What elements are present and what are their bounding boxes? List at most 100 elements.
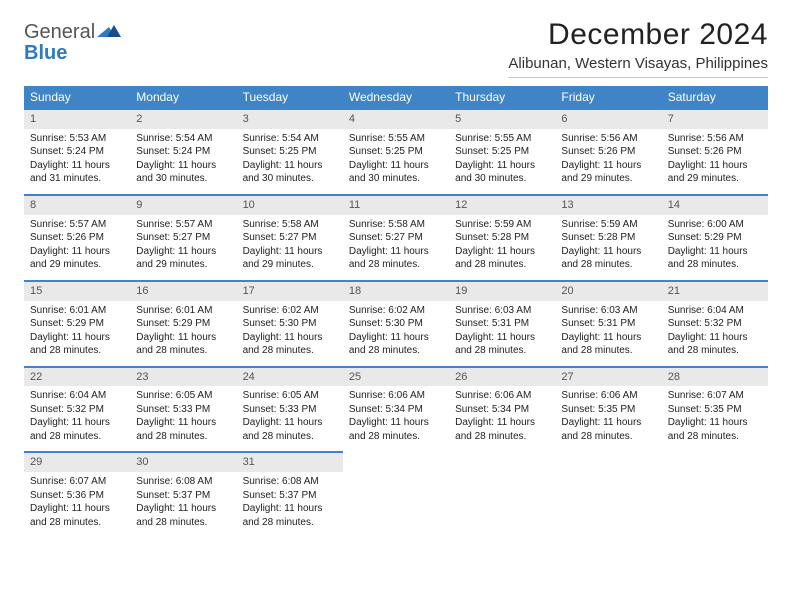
sunset-text: Sunset: 5:36 PM [30, 489, 124, 503]
sunset-text: Sunset: 5:25 PM [243, 145, 337, 159]
daylight-text-2: and 30 minutes. [136, 172, 230, 186]
calendar-cell: 3Sunrise: 5:54 AMSunset: 5:25 PMDaylight… [237, 108, 343, 194]
daylight-text-1: Daylight: 11 hours [668, 416, 762, 430]
sunrise-text: Sunrise: 6:04 AM [30, 389, 124, 403]
daylight-text-2: and 29 minutes. [136, 258, 230, 272]
daylight-text-1: Daylight: 11 hours [136, 159, 230, 173]
day-number: 5 [449, 108, 555, 129]
daylight-text-1: Daylight: 11 hours [349, 331, 443, 345]
location-text: Alibunan, Western Visayas, Philippines [508, 55, 768, 78]
weekday-header: Thursday [449, 86, 555, 108]
daylight-text-2: and 28 minutes. [668, 258, 762, 272]
sunrise-text: Sunrise: 6:08 AM [243, 475, 337, 489]
calendar-cell: 27Sunrise: 6:06 AMSunset: 5:35 PMDayligh… [555, 366, 661, 452]
calendar-cell: 13Sunrise: 5:59 AMSunset: 5:28 PMDayligh… [555, 194, 661, 280]
sunrise-text: Sunrise: 5:59 AM [455, 218, 549, 232]
calendar-cell-empty [555, 451, 661, 537]
sunrise-text: Sunrise: 6:06 AM [561, 389, 655, 403]
sunrise-text: Sunrise: 5:58 AM [349, 218, 443, 232]
calendar-week: 8Sunrise: 5:57 AMSunset: 5:26 PMDaylight… [24, 194, 768, 280]
day-number: 28 [662, 366, 768, 387]
daylight-text-1: Daylight: 11 hours [243, 416, 337, 430]
day-number: 1 [24, 108, 130, 129]
day-number: 10 [237, 194, 343, 215]
sunset-text: Sunset: 5:32 PM [668, 317, 762, 331]
weekday-header: Wednesday [343, 86, 449, 108]
day-number: 20 [555, 280, 661, 301]
sunrise-text: Sunrise: 5:56 AM [561, 132, 655, 146]
calendar-page: General Blue December 2024 Alibunan, Wes… [0, 0, 792, 549]
daylight-text-2: and 28 minutes. [30, 516, 124, 530]
calendar-cell: 18Sunrise: 6:02 AMSunset: 5:30 PMDayligh… [343, 280, 449, 366]
sunrise-text: Sunrise: 6:05 AM [243, 389, 337, 403]
day-number: 23 [130, 366, 236, 387]
calendar-cell: 14Sunrise: 6:00 AMSunset: 5:29 PMDayligh… [662, 194, 768, 280]
calendar-cell: 22Sunrise: 6:04 AMSunset: 5:32 PMDayligh… [24, 366, 130, 452]
weeks-container: 1Sunrise: 5:53 AMSunset: 5:24 PMDaylight… [24, 108, 768, 537]
day-number: 22 [24, 366, 130, 387]
sunrise-text: Sunrise: 5:58 AM [243, 218, 337, 232]
day-number: 2 [130, 108, 236, 129]
sunrise-text: Sunrise: 5:53 AM [30, 132, 124, 146]
daylight-text-1: Daylight: 11 hours [136, 416, 230, 430]
calendar-cell: 24Sunrise: 6:05 AMSunset: 5:33 PMDayligh… [237, 366, 343, 452]
day-number: 18 [343, 280, 449, 301]
calendar-week: 15Sunrise: 6:01 AMSunset: 5:29 PMDayligh… [24, 280, 768, 366]
sunset-text: Sunset: 5:37 PM [243, 489, 337, 503]
day-number: 17 [237, 280, 343, 301]
day-number: 31 [237, 451, 343, 472]
calendar-cell-empty [449, 451, 555, 537]
calendar-cell: 17Sunrise: 6:02 AMSunset: 5:30 PMDayligh… [237, 280, 343, 366]
daylight-text-1: Daylight: 11 hours [561, 245, 655, 259]
calendar-cell: 1 Sunrise: 5:53 AMSunset: 5:24 PMDaylight… [24, 108, 130, 194]
calendar-cell: 31Sunrise: 6:08 AMSunset: 5:37 PMDayligh… [237, 451, 343, 537]
daylight-text-1: Daylight: 11 hours [668, 331, 762, 345]
day-number: 14 [662, 194, 768, 215]
daylight-text-1: Daylight: 11 hours [455, 416, 549, 430]
daylight-text-1: Daylight: 11 hours [561, 331, 655, 345]
calendar-cell: 7Sunrise: 5:56 AMSunset: 5:26 PMDaylight… [662, 108, 768, 194]
daylight-text-2: and 30 minutes. [349, 172, 443, 186]
day-number: 6 [555, 108, 661, 129]
daylight-text-2: and 28 minutes. [136, 430, 230, 444]
logo: General Blue [24, 18, 121, 64]
calendar-week: 22 Sunrise: 6:04 AMSunset: 5:32 PM Dayligh… [24, 366, 768, 452]
weekday-header: Tuesday [237, 86, 343, 108]
calendar-cell: 19Sunrise: 6:03 AMSunset: 5:31 PMDayligh… [449, 280, 555, 366]
daylight-text-2: and 28 minutes. [668, 430, 762, 444]
sunset-text: Sunset: 5:28 PM [455, 231, 549, 245]
day-number: 29 [24, 451, 130, 472]
sunrise-text: Sunrise: 6:04 AM [668, 304, 762, 318]
day-number: 19 [449, 280, 555, 301]
calendar-cell: 25Sunrise: 6:06 AMSunset: 5:34 PMDayligh… [343, 366, 449, 452]
calendar-cell-empty [343, 451, 449, 537]
daylight-text-1: Daylight: 11 hours [30, 159, 124, 173]
logo-word-1: General [24, 21, 95, 43]
daylight-text-2: and 28 minutes. [455, 258, 549, 272]
sunrise-text: Sunrise: 6:02 AM [243, 304, 337, 318]
daylight-text-2: and 29 minutes. [561, 172, 655, 186]
calendar-cell: 9Sunrise: 5:57 AMSunset: 5:27 PMDaylight… [130, 194, 236, 280]
daylight-text-2: and 29 minutes. [243, 258, 337, 272]
sunrise-text: Sunrise: 6:03 AM [455, 304, 549, 318]
daylight-text-1: Daylight: 11 hours [136, 502, 230, 516]
sunset-text: Sunset: 5:24 PM [30, 145, 124, 159]
calendar-grid: Sunday Monday Tuesday Wednesday Thursday… [24, 86, 768, 537]
day-number: 27 [555, 366, 661, 387]
daylight-text-2: and 28 minutes. [668, 344, 762, 358]
calendar-cell: 26Sunrise: 6:06 AMSunset: 5:34 PMDayligh… [449, 366, 555, 452]
logo-mark-icon [97, 23, 121, 39]
sunset-text: Sunset: 5:30 PM [243, 317, 337, 331]
sunset-text: Sunset: 5:29 PM [30, 317, 124, 331]
sunset-text: Sunset: 5:32 PM [30, 403, 124, 417]
weekday-header: Saturday [662, 86, 768, 108]
sunset-text: Sunset: 5:30 PM [349, 317, 443, 331]
daylight-text-2: and 28 minutes. [561, 344, 655, 358]
day-number: 13 [555, 194, 661, 215]
sunrise-text: Sunrise: 5:54 AM [136, 132, 230, 146]
sunrise-text: Sunrise: 5:57 AM [30, 218, 124, 232]
sunset-text: Sunset: 5:34 PM [455, 403, 549, 417]
calendar-cell: 23Sunrise: 6:05 AMSunset: 5:33 PMDayligh… [130, 366, 236, 452]
sunset-text: Sunset: 5:27 PM [349, 231, 443, 245]
sunrise-text: Sunrise: 6:01 AM [30, 304, 124, 318]
